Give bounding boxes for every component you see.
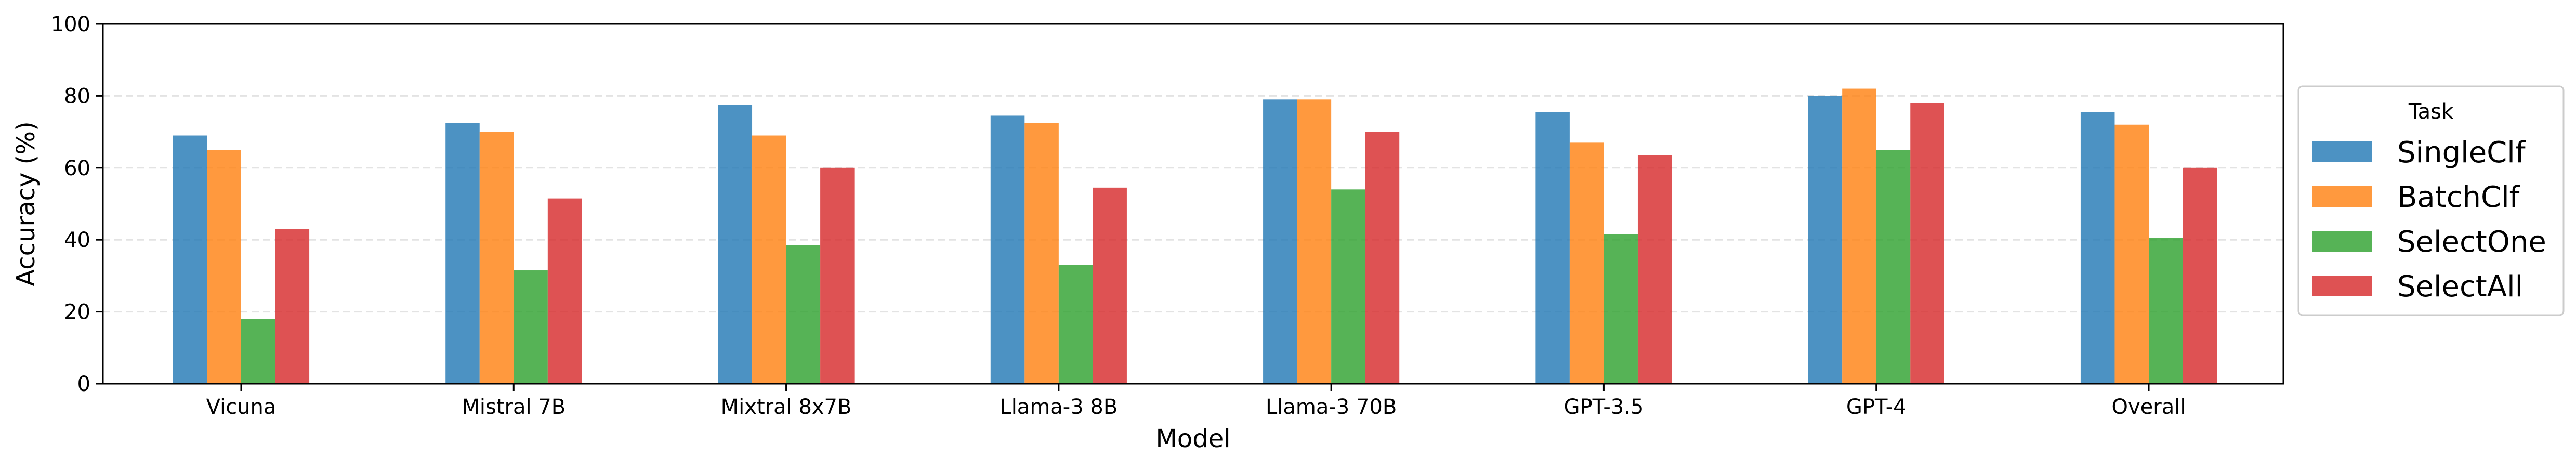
bar-selectone-gpt-4 (1876, 150, 1911, 384)
y-tick-label: 60 (64, 157, 90, 180)
bar-singleclf-gpt-4 (1808, 96, 1843, 384)
x-tick-label: GPT-3.5 (1563, 395, 1644, 419)
x-tick-label: Llama-3 70B (1266, 395, 1397, 419)
y-tick-label: 40 (64, 228, 90, 252)
legend-items: SingleClf BatchClf SelectOne SelectAll (2312, 136, 2546, 304)
bar-singleclf-mixtral-8x7b (718, 105, 753, 384)
bar-selectall-overall (2183, 167, 2217, 384)
bar-selectall-mixtral-8x7b (820, 167, 855, 384)
x-tick-label: Mistral 7B (462, 395, 566, 419)
bar-selectall-gpt-4 (1910, 103, 1944, 384)
grid-lines (103, 95, 2283, 313)
bar-selectall-llama-3-70b (1365, 132, 1400, 384)
bar-selectone-llama-3-8b (1058, 265, 1093, 384)
bar-selectone-overall (2149, 238, 2183, 384)
legend-label: SelectAll (2397, 270, 2523, 304)
bar-selectall-llama-3-8b (1093, 187, 1127, 384)
x-tick-label: Llama-3 8B (1000, 395, 1118, 419)
bar-batchclf-gpt-3-5 (1569, 142, 1604, 384)
bar-singleclf-gpt-3-5 (1535, 112, 1570, 384)
bar-selectone-mixtral-8x7b (786, 245, 821, 384)
bar-batchclf-llama-3-70b (1297, 99, 1332, 384)
x-tick-label: Mixtral 8x7B (721, 395, 852, 419)
y-tick-label: 80 (64, 84, 90, 108)
bars (173, 88, 2217, 384)
legend-label: SelectOne (2397, 225, 2546, 259)
bar-batchclf-mistral-7b (479, 132, 514, 384)
legend: Task SingleClf BatchClf SelectOne SelectAll (2297, 85, 2565, 316)
legend-swatch (2312, 186, 2372, 207)
bar-batchclf-llama-3-8b (1024, 123, 1059, 384)
legend-title: Task (2408, 100, 2454, 124)
bar-batchclf-mixtral-8x7b (752, 135, 786, 384)
bar-batchclf-gpt-4 (1842, 88, 1876, 384)
x-tick-label: GPT-4 (1846, 395, 1907, 419)
bar-selectall-vicuna (275, 229, 310, 384)
bar-singleclf-overall (2080, 112, 2115, 384)
bar-singleclf-vicuna (173, 135, 207, 384)
bar-selectone-mistral-7b (514, 270, 548, 384)
bar-batchclf-overall (2114, 124, 2149, 384)
legend-swatch (2312, 141, 2372, 162)
bar-selectone-llama-3-70b (1331, 189, 1365, 384)
legend-swatch (2312, 276, 2372, 296)
x-tick-label: Vicuna (206, 395, 277, 419)
bar-singleclf-llama-3-8b (990, 115, 1025, 384)
bar-singleclf-llama-3-70b (1263, 99, 1297, 384)
bar-batchclf-vicuna (207, 150, 241, 384)
bar-singleclf-mistral-7b (445, 123, 480, 384)
x-axis-label: Model (1155, 424, 1230, 453)
y-axis-label: Accuracy (%) (11, 121, 41, 286)
x-tick-label: Overall (2112, 395, 2186, 419)
bar-selectall-mistral-7b (547, 198, 582, 384)
legend-label: BatchClf (2397, 180, 2520, 214)
plot-frame (102, 23, 2284, 385)
axes: 0 20 40 60 80 100 Vicuna Mistral 7B Mixtral 8x7B… (51, 12, 2186, 419)
y-tick-label: 20 (64, 301, 90, 324)
bar-selectone-vicuna (241, 319, 275, 384)
y-tick-label: 0 (77, 372, 90, 396)
y-tick-label: 100 (51, 12, 90, 36)
legend-swatch (2312, 231, 2372, 252)
legend-label: SingleClf (2397, 136, 2526, 170)
bar-selectall-gpt-3-5 (1637, 155, 1672, 384)
bar-selectone-gpt-3-5 (1604, 234, 1638, 384)
